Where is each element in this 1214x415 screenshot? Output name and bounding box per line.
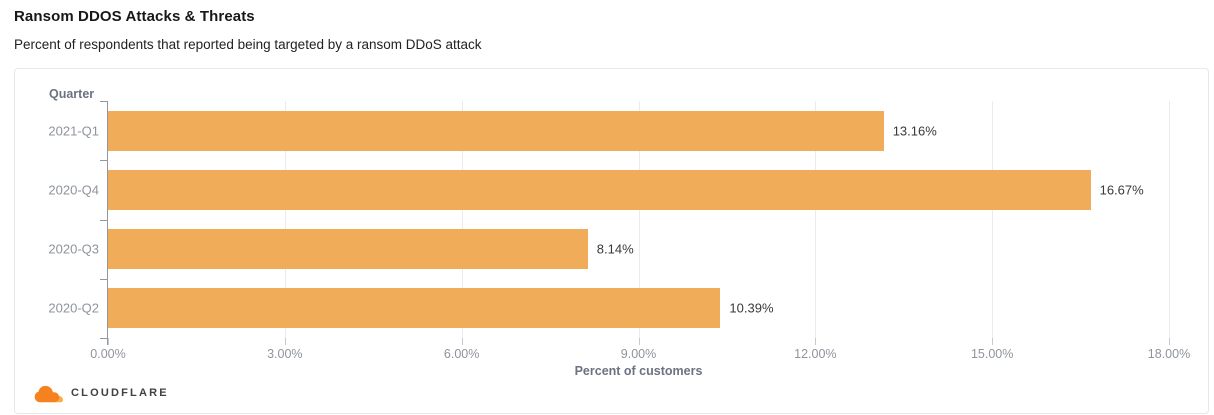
y-axis-tick [100, 101, 107, 102]
x-tick-label: 15.00% [970, 347, 1014, 361]
brand-name: CLOUDFLARE [71, 387, 169, 399]
x-axis-tick [992, 338, 994, 345]
y-axis-line [107, 101, 108, 345]
brand-footer: CLOUDFLARE [34, 383, 169, 403]
y-category-label: 2020-Q4 [48, 182, 99, 198]
bar-2021-Q1 [108, 110, 884, 151]
bar-value-label: 10.39% [729, 300, 774, 316]
x-axis-tick [815, 338, 817, 345]
y-axis-title: Quarter [49, 87, 95, 101]
x-gridline [461, 101, 463, 338]
x-axis-tick [284, 338, 286, 345]
bar-2020-Q2 [108, 288, 721, 329]
bar-value-label: 16.67% [1099, 182, 1144, 198]
x-axis-tick [638, 338, 640, 345]
x-gridline [992, 101, 994, 338]
x-tick-label: 9.00% [620, 347, 657, 361]
bar-chart-plot: 0.00% 3.00% 6.00% 9.00% 12.00% 15.00% 18.00% Pe… [48, 101, 1190, 378]
y-axis-tick [100, 219, 107, 221]
bar-value-label: 8.14% [596, 241, 634, 257]
y-axis-tick [100, 278, 107, 280]
x-gridline [815, 101, 817, 338]
x-gridline [638, 101, 640, 338]
page-subtitle: Percent of respondents that reported bei… [14, 37, 482, 52]
y-category-label: 2020-Q3 [48, 241, 99, 257]
x-tick-label: 12.00% [794, 347, 837, 361]
bar-2020-Q4 [108, 169, 1091, 210]
y-axis-tick [100, 338, 107, 339]
x-gridline [1169, 101, 1170, 338]
cloudflare-logo-icon [34, 383, 64, 403]
x-axis-tick [108, 338, 109, 345]
x-axis-title: Percent of customers [574, 364, 703, 378]
x-tick-label: 3.00% [267, 347, 303, 361]
x-gridline [284, 101, 286, 338]
bar-value-label: 13.16% [892, 123, 937, 139]
page-title: Ransom DDOS Attacks & Threats [14, 8, 255, 25]
y-axis-tick [100, 160, 107, 162]
x-tick-label: 0.00% [90, 347, 126, 361]
bar-2020-Q3 [108, 229, 588, 270]
x-tick-label: 6.00% [443, 347, 480, 361]
x-axis-tick [1169, 338, 1170, 345]
x-axis-tick [461, 338, 463, 345]
y-category-label: 2020-Q2 [48, 300, 99, 316]
chart-card: Quarter 0.00% 3.00% 6.00% 9.00% 12.00% 15.00%… [14, 68, 1209, 414]
y-category-label: 2021-Q1 [48, 123, 99, 139]
x-tick-label: 18.00% [1147, 347, 1191, 361]
